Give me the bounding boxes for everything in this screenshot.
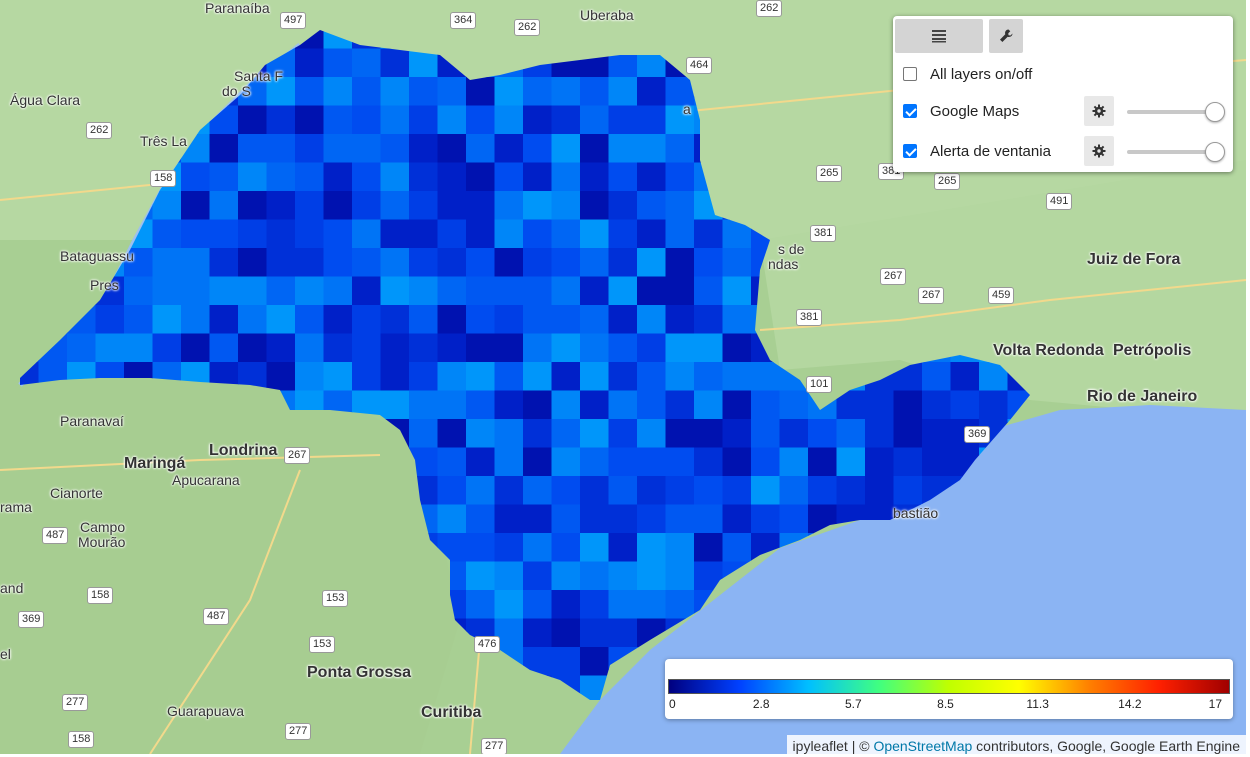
layer-name-google-maps: Google Maps: [930, 102, 1020, 120]
road-shield: 267: [284, 447, 311, 464]
slider-knob[interactable]: [1205, 102, 1225, 122]
road-shield: 265: [934, 173, 961, 190]
alerta-settings-button[interactable]: [1084, 136, 1114, 166]
road-shield: 487: [203, 608, 230, 625]
place-label: Água Clara: [10, 92, 81, 108]
layers-control: All layers on/off Google Maps Alerta de …: [893, 16, 1233, 172]
road-shield: 491: [1046, 193, 1073, 210]
road-shield: 369: [964, 426, 991, 443]
attribution-prefix: ipyleaflet | ©: [792, 738, 874, 754]
road-shield: 369: [18, 611, 45, 628]
road-shield: 381: [796, 309, 823, 326]
place-label: Paranavaí: [60, 413, 124, 429]
google-maps-opacity-slider[interactable]: [1127, 100, 1225, 124]
place-label: Uberaba: [580, 7, 634, 23]
colorbar: [668, 679, 1230, 694]
slider-knob[interactable]: [1205, 142, 1225, 162]
place-label: Paranaíba: [205, 0, 270, 16]
road-shield: 487: [42, 527, 69, 544]
place-label: Apucarana: [172, 472, 240, 488]
layer-name-alerta: Alerta de ventania: [930, 142, 1051, 160]
alerta-opacity-slider[interactable]: [1127, 140, 1225, 164]
place-label: Curitiba: [421, 704, 482, 721]
place-label: s de: [778, 241, 805, 257]
gear-icon: [1092, 144, 1106, 158]
google-maps-settings-button[interactable]: [1084, 96, 1114, 126]
road-shield: 158: [87, 587, 114, 604]
place-label: Juiz de Fora: [1087, 251, 1181, 268]
colorbar-tick-label: 14.2: [1118, 697, 1142, 711]
road-shield: 277: [481, 738, 508, 754]
road-shield: 158: [150, 170, 177, 187]
place-label: Bataguassu: [60, 248, 134, 264]
colorbar-tick-label: 17: [1208, 697, 1222, 711]
place-label: Ponta Grossa: [307, 664, 412, 681]
road-shield: 497: [280, 12, 307, 29]
place-label: el: [0, 646, 11, 662]
place-label: ndas: [768, 256, 799, 272]
place-label: Pres: [90, 277, 119, 293]
attribution: ipyleaflet | © OpenStreetMap contributor…: [786, 735, 1246, 757]
road-shield: 267: [918, 287, 945, 304]
google-maps-checkbox[interactable]: [903, 104, 917, 118]
road-shield: 101: [806, 376, 833, 393]
place-label: Rio de Janeiro: [1087, 388, 1198, 405]
all-layers-label: All layers on/off: [930, 65, 1033, 83]
colorbar-tick-label: 0: [669, 697, 676, 711]
road-shield: 265: [816, 165, 843, 182]
road-shield: 364: [450, 12, 477, 29]
road-shield: 267: [880, 268, 907, 285]
gear-icon: [1092, 104, 1106, 118]
colorbar-legend: 0 2.8 5.7 8.5 11.3 14.2 17: [665, 659, 1233, 719]
place-label: do S: [222, 83, 251, 99]
road-shield: 459: [988, 287, 1015, 304]
road-shield: 262: [86, 122, 113, 139]
colorbar-tick-label: 11.3: [1026, 697, 1049, 711]
colorbar-tick-label: 8.5: [937, 697, 954, 711]
place-label: bastião: [893, 505, 939, 521]
place-label: Maringá: [124, 455, 186, 472]
road-shield: 277: [285, 723, 312, 740]
road-shield: 381: [810, 225, 837, 242]
all-layers-checkbox[interactable]: [903, 67, 917, 81]
place-label: a: [683, 101, 691, 117]
road-shield: 262: [756, 0, 783, 17]
place-label: Santa F: [234, 68, 284, 84]
road-shield: 277: [62, 694, 89, 711]
place-label: Londrina: [209, 442, 278, 459]
wrench-icon: [1000, 29, 1013, 42]
road-shield: 464: [686, 57, 713, 74]
place-label: Mourão: [78, 534, 126, 550]
colorbar-tick-label: 5.7: [844, 697, 862, 711]
tools-tab-button[interactable]: [989, 19, 1023, 53]
attribution-suffix: contributors, Google, Google Earth Engin…: [972, 738, 1240, 754]
osm-link[interactable]: OpenStreetMap: [873, 738, 973, 754]
road-shield: 158: [68, 731, 95, 748]
alerta-checkbox[interactable]: [903, 144, 917, 158]
all-layers-row: All layers on/off: [903, 62, 1032, 86]
layers-list-icon: [932, 30, 946, 43]
colorbar-tick-label: 2.8: [752, 697, 770, 711]
place-label: Campo: [80, 519, 126, 535]
road-shield: 476: [474, 636, 501, 653]
place-label: Três La: [140, 133, 187, 149]
layers-tab-button[interactable]: [895, 19, 983, 53]
layer-row-google-maps: Google Maps: [903, 99, 1019, 123]
place-label: rama: [0, 499, 32, 515]
road-shield: 153: [322, 590, 349, 607]
place-label: Petrópolis: [1113, 342, 1192, 359]
place-label: Guarapuava: [167, 703, 245, 719]
road-shield: 153: [309, 636, 336, 653]
place-label: Volta Redonda: [993, 342, 1104, 359]
place-label: Cianorte: [50, 485, 103, 501]
place-label: and: [0, 580, 24, 596]
road-shield: 262: [514, 19, 541, 36]
layer-row-alerta: Alerta de ventania: [903, 139, 1051, 163]
